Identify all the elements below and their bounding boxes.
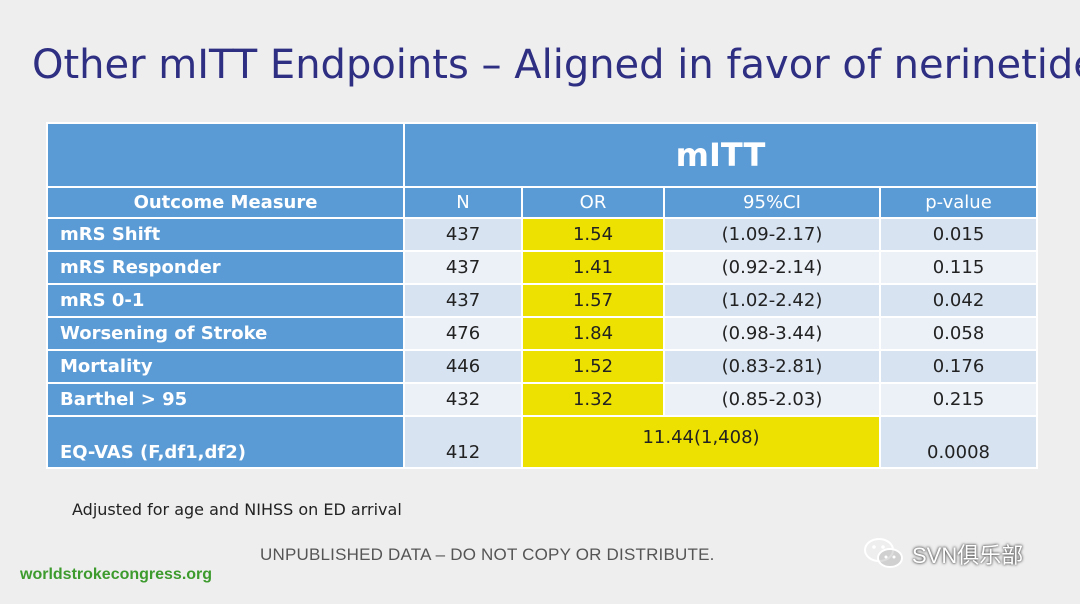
column-header-ci: 95%CI xyxy=(663,186,881,219)
table-group-header-row: mITT xyxy=(46,122,1038,188)
ci-cell: (0.83-2.81) xyxy=(663,349,881,384)
or-cell: 1.57 xyxy=(521,283,665,318)
n-cell: 432 xyxy=(403,382,523,417)
table-row: Mortality 446 1.52 (0.83-2.81) 0.176 xyxy=(46,349,1038,384)
or-cell: 1.32 xyxy=(521,382,665,417)
pvalue-cell: 0.115 xyxy=(879,250,1038,285)
wechat-icon xyxy=(862,536,906,572)
or-cell: 1.52 xyxy=(521,349,665,384)
n-cell: 446 xyxy=(403,349,523,384)
n-cell: 437 xyxy=(403,283,523,318)
table-row-eq-vas: EQ-VAS (F,df1,df2) 412 11.44(1,408) 0.00… xyxy=(46,415,1038,469)
column-header-pvalue: p-value xyxy=(879,186,1038,219)
pvalue-cell: 0.0008 xyxy=(879,415,1038,469)
merged-value-cell: 11.44(1,408) xyxy=(521,415,881,469)
pvalue-cell: 0.176 xyxy=(879,349,1038,384)
pvalue-cell: 0.042 xyxy=(879,283,1038,318)
n-cell: 476 xyxy=(403,316,523,351)
n-cell: 437 xyxy=(403,250,523,285)
column-header-or: OR xyxy=(521,186,665,219)
slide-title: Other mITT Endpoints – Aligned in favor … xyxy=(32,42,1080,88)
pvalue-cell: 0.058 xyxy=(879,316,1038,351)
watermark: SVN俱乐部 xyxy=(862,536,1023,572)
watermark-text: SVN俱乐部 xyxy=(912,543,1024,568)
column-header-n: N xyxy=(403,186,523,219)
header-blank-cell xyxy=(46,122,405,188)
row-label: mRS Shift xyxy=(46,217,405,252)
table-row: mRS 0-1 437 1.57 (1.02-2.42) 0.042 xyxy=(46,283,1038,318)
disclaimer-text: UNPUBLISHED DATA – DO NOT COPY OR DISTRI… xyxy=(260,545,715,564)
ci-cell: (1.09-2.17) xyxy=(663,217,881,252)
ci-cell: (0.98-3.44) xyxy=(663,316,881,351)
row-label: Mortality xyxy=(46,349,405,384)
pvalue-cell: 0.215 xyxy=(879,382,1038,417)
ci-cell: (0.92-2.14) xyxy=(663,250,881,285)
column-header-row: Outcome Measure N OR 95%CI p-value xyxy=(46,186,1038,219)
column-header-outcome: Outcome Measure xyxy=(46,186,405,219)
n-cell: 412 xyxy=(403,415,523,469)
row-label: EQ-VAS (F,df1,df2) xyxy=(46,415,405,469)
row-label: mRS Responder xyxy=(46,250,405,285)
row-label: mRS 0-1 xyxy=(46,283,405,318)
or-cell: 1.54 xyxy=(521,217,665,252)
table-row: mRS Responder 437 1.41 (0.92-2.14) 0.115 xyxy=(46,250,1038,285)
website-link[interactable]: worldstrokecongress.org xyxy=(20,566,213,583)
ci-cell: (0.85-2.03) xyxy=(663,382,881,417)
footnote: Adjusted for age and NIHSS on ED arrival xyxy=(72,500,402,519)
table-row: Worsening of Stroke 476 1.84 (0.98-3.44)… xyxy=(46,316,1038,351)
table-row: Barthel > 95 432 1.32 (0.85-2.03) 0.215 xyxy=(46,382,1038,417)
row-label: Barthel > 95 xyxy=(46,382,405,417)
group-header-mitt: mITT xyxy=(403,122,1038,188)
results-table: mITT Outcome Measure N OR 95%CI p-value … xyxy=(46,122,1038,469)
table-row: mRS Shift 437 1.54 (1.09-2.17) 0.015 xyxy=(46,217,1038,252)
ci-cell: (1.02-2.42) xyxy=(663,283,881,318)
n-cell: 437 xyxy=(403,217,523,252)
pvalue-cell: 0.015 xyxy=(879,217,1038,252)
or-cell: 1.41 xyxy=(521,250,665,285)
row-label: Worsening of Stroke xyxy=(46,316,405,351)
or-cell: 1.84 xyxy=(521,316,665,351)
